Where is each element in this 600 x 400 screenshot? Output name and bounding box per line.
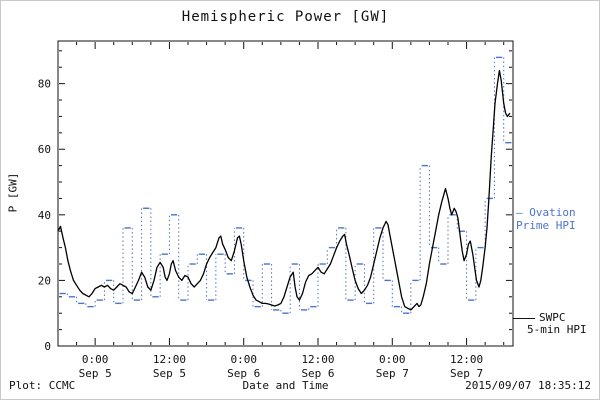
svg-text:Sep 7: Sep 7: [376, 367, 409, 380]
svg-text:Sep 5: Sep 5: [79, 367, 112, 380]
svg-text:Sep 7: Sep 7: [450, 367, 483, 380]
svg-text:12:00: 12:00: [153, 353, 186, 366]
svg-text:60: 60: [38, 143, 51, 156]
svg-text:12:00: 12:00: [301, 353, 334, 366]
svg-text:0:00: 0:00: [379, 353, 406, 366]
chart-title: Hemispheric Power [GW]: [181, 9, 390, 25]
legend-ovation-label-line1: – Ovation: [516, 206, 576, 219]
legend-swpc-pointer-line: [513, 318, 535, 319]
svg-text:0:00: 0:00: [230, 353, 257, 366]
svg-text:Sep 6: Sep 6: [301, 367, 334, 380]
legend-ovation: – Ovation Prime HPI: [516, 206, 576, 232]
legend-swpc-label-line1: SWPC: [539, 311, 566, 324]
svg-text:80: 80: [38, 78, 51, 91]
svg-text:40: 40: [38, 209, 51, 222]
svg-text:Sep 6: Sep 6: [227, 367, 260, 380]
footer-plot-source: Plot: CCMC: [9, 379, 76, 392]
legend-swpc-label-line2: 5-min HPI: [527, 323, 587, 336]
legend-swpc: SWPC 5-min HPI: [513, 311, 587, 336]
legend-ovation-label-line2: Prime HPI: [516, 219, 576, 232]
footer-timestamp: 2015/09/07 18:35:12: [465, 379, 591, 392]
x-axis-title: Date and Time: [242, 379, 329, 392]
svg-text:12:00: 12:00: [450, 353, 483, 366]
svg-text:Sep 5: Sep 5: [153, 367, 186, 380]
svg-text:0: 0: [44, 340, 51, 353]
svg-text:0:00: 0:00: [82, 353, 109, 366]
svg-text:20: 20: [38, 274, 51, 287]
